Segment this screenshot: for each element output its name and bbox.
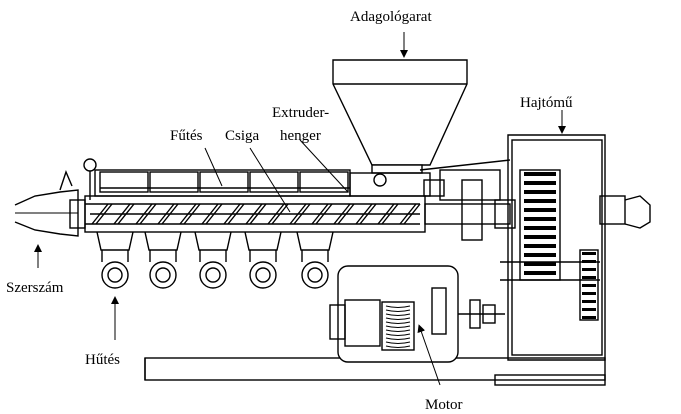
cooling-fans (96, 231, 334, 289)
label-die: Szerszám (6, 280, 64, 296)
screw (90, 203, 421, 225)
heating-bands (83, 158, 351, 200)
label-barrel-line1: Extruder- (272, 105, 329, 121)
label-cooling: Hűtés (85, 352, 120, 368)
feed-hopper (332, 59, 511, 201)
label-hopper: Adagológarat (350, 9, 432, 25)
label-motor: Motor (425, 397, 463, 413)
label-screw: Csiga (225, 128, 260, 144)
label-heating: Fűtés (170, 128, 203, 144)
label-barrel-line2: henger (280, 128, 321, 144)
die (14, 170, 86, 237)
gearbox (461, 134, 651, 361)
label-gearbox: Hajtómű (520, 95, 573, 111)
motor (329, 265, 505, 363)
leader-lines (34, 32, 566, 386)
